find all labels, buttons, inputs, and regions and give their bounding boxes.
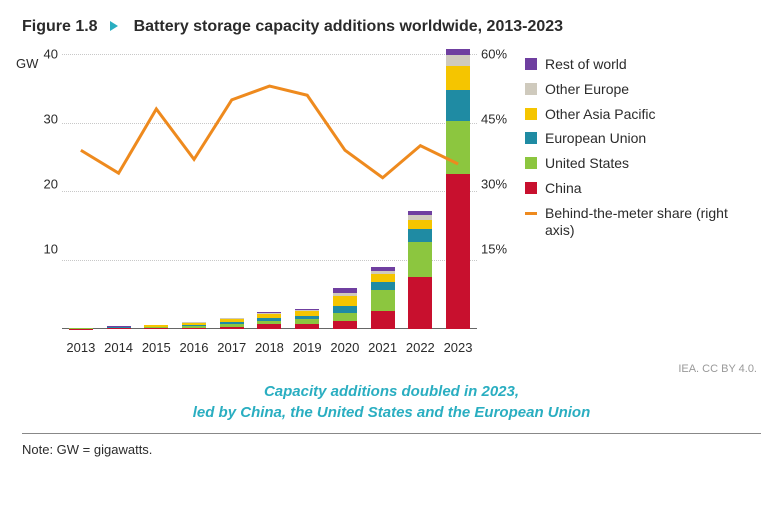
bar-segment-oap <box>371 274 395 282</box>
legend-label: Other Europe <box>545 81 629 98</box>
x-tick: 2020 <box>330 340 359 355</box>
bar-segment-china <box>107 328 131 329</box>
legend-item-oeu: Other Europe <box>525 81 750 98</box>
legend-swatch <box>525 182 537 194</box>
figure-header: Figure 1.8 Battery storage capacity addi… <box>22 18 761 36</box>
x-tick: 2013 <box>66 340 95 355</box>
bar-segment-oeu <box>446 55 470 65</box>
triangle-icon <box>110 21 118 31</box>
bar-segment-eu <box>371 282 395 290</box>
bar-segment-china <box>446 174 470 329</box>
figure-title: Battery storage capacity additions world… <box>134 18 564 36</box>
bar-segment-oap <box>446 66 470 90</box>
bar <box>182 322 206 329</box>
divider <box>22 433 761 434</box>
legend-item-eu: European Union <box>525 130 750 147</box>
plot-area: 403020100 60%45%30%15%0% <box>62 54 477 329</box>
legend-item-us: United States <box>525 155 750 172</box>
chart: GW 403020100 60%45%30%15%0% 201320142015… <box>22 46 517 361</box>
bar-segment-us <box>333 313 357 321</box>
bar-segment-us <box>408 242 432 278</box>
bar-segment-row <box>446 49 470 56</box>
caption-line-2: led by China, the United States and the … <box>22 402 761 423</box>
bar-segment-oap <box>408 220 432 230</box>
bar-segment-china <box>295 324 319 330</box>
bar-segment-china <box>257 324 281 329</box>
bar <box>220 318 244 329</box>
bar-segment-eu <box>408 229 432 241</box>
x-tick: 2023 <box>444 340 473 355</box>
legend-swatch <box>525 58 537 70</box>
legend-swatch-line <box>525 212 537 215</box>
legend-label: United States <box>545 155 629 172</box>
legend: Rest of world Other Europe Other Asia Paci… <box>525 46 750 361</box>
legend-swatch <box>525 83 537 95</box>
x-tick: 2015 <box>142 340 171 355</box>
x-tick: 2016 <box>180 340 209 355</box>
x-tick: 2017 <box>217 340 246 355</box>
bar <box>144 325 168 329</box>
bar-segment-us <box>371 290 395 311</box>
figure-label: Figure 1.8 <box>22 18 98 36</box>
attribution: IEA. CC BY 4.0. <box>22 363 757 375</box>
legend-swatch <box>525 108 537 120</box>
bar <box>295 309 319 329</box>
bar-segment-us <box>446 121 470 175</box>
footnote: Note: GW = gigawatts. <box>22 442 761 457</box>
x-tick: 2014 <box>104 340 133 355</box>
legend-label: Other Asia Pacific <box>545 106 656 123</box>
bar-segment-china <box>220 327 244 329</box>
bar-segment-oap <box>333 296 357 306</box>
y1-ticks: 403020100 <box>30 54 58 329</box>
bar <box>371 267 395 329</box>
caption-line-1: Capacity additions doubled in 2023, <box>22 381 761 402</box>
bar <box>107 326 131 329</box>
legend-swatch <box>525 132 537 144</box>
legend-item-china: China <box>525 180 750 197</box>
legend-label: European Union <box>545 130 646 147</box>
bar-segment-china <box>408 277 432 329</box>
bar-segment-china <box>333 321 357 329</box>
bars-container <box>62 54 477 329</box>
x-tick: 2021 <box>368 340 397 355</box>
bar <box>333 288 357 329</box>
y2-ticks: 60%45%30%15%0% <box>481 54 515 329</box>
legend-item-row: Rest of world <box>525 56 750 73</box>
bar <box>446 49 470 330</box>
caption: Capacity additions doubled in 2023, led … <box>22 381 761 423</box>
x-tick: 2022 <box>406 340 435 355</box>
bar <box>69 328 93 329</box>
bar <box>257 312 281 329</box>
x-tick: 2018 <box>255 340 284 355</box>
legend-label: China <box>545 180 582 197</box>
bar-segment-china <box>182 328 206 329</box>
bar-segment-china <box>144 328 168 329</box>
legend-swatch <box>525 157 537 169</box>
legend-item-line: Behind-the-meter share (right axis) <box>525 205 750 239</box>
bar <box>408 211 432 329</box>
legend-label: Rest of world <box>545 56 627 73</box>
x-tick: 2019 <box>293 340 322 355</box>
figure-body: GW 403020100 60%45%30%15%0% 201320142015… <box>22 46 761 361</box>
bar-segment-eu <box>446 90 470 121</box>
legend-label: Behind-the-meter share (right axis) <box>545 205 750 239</box>
legend-item-oap: Other Asia Pacific <box>525 106 750 123</box>
x-axis: 2013 2014 2015 2016 2017 2018 2019 2020 2021 2022… <box>62 340 477 355</box>
bar-segment-china <box>371 311 395 329</box>
